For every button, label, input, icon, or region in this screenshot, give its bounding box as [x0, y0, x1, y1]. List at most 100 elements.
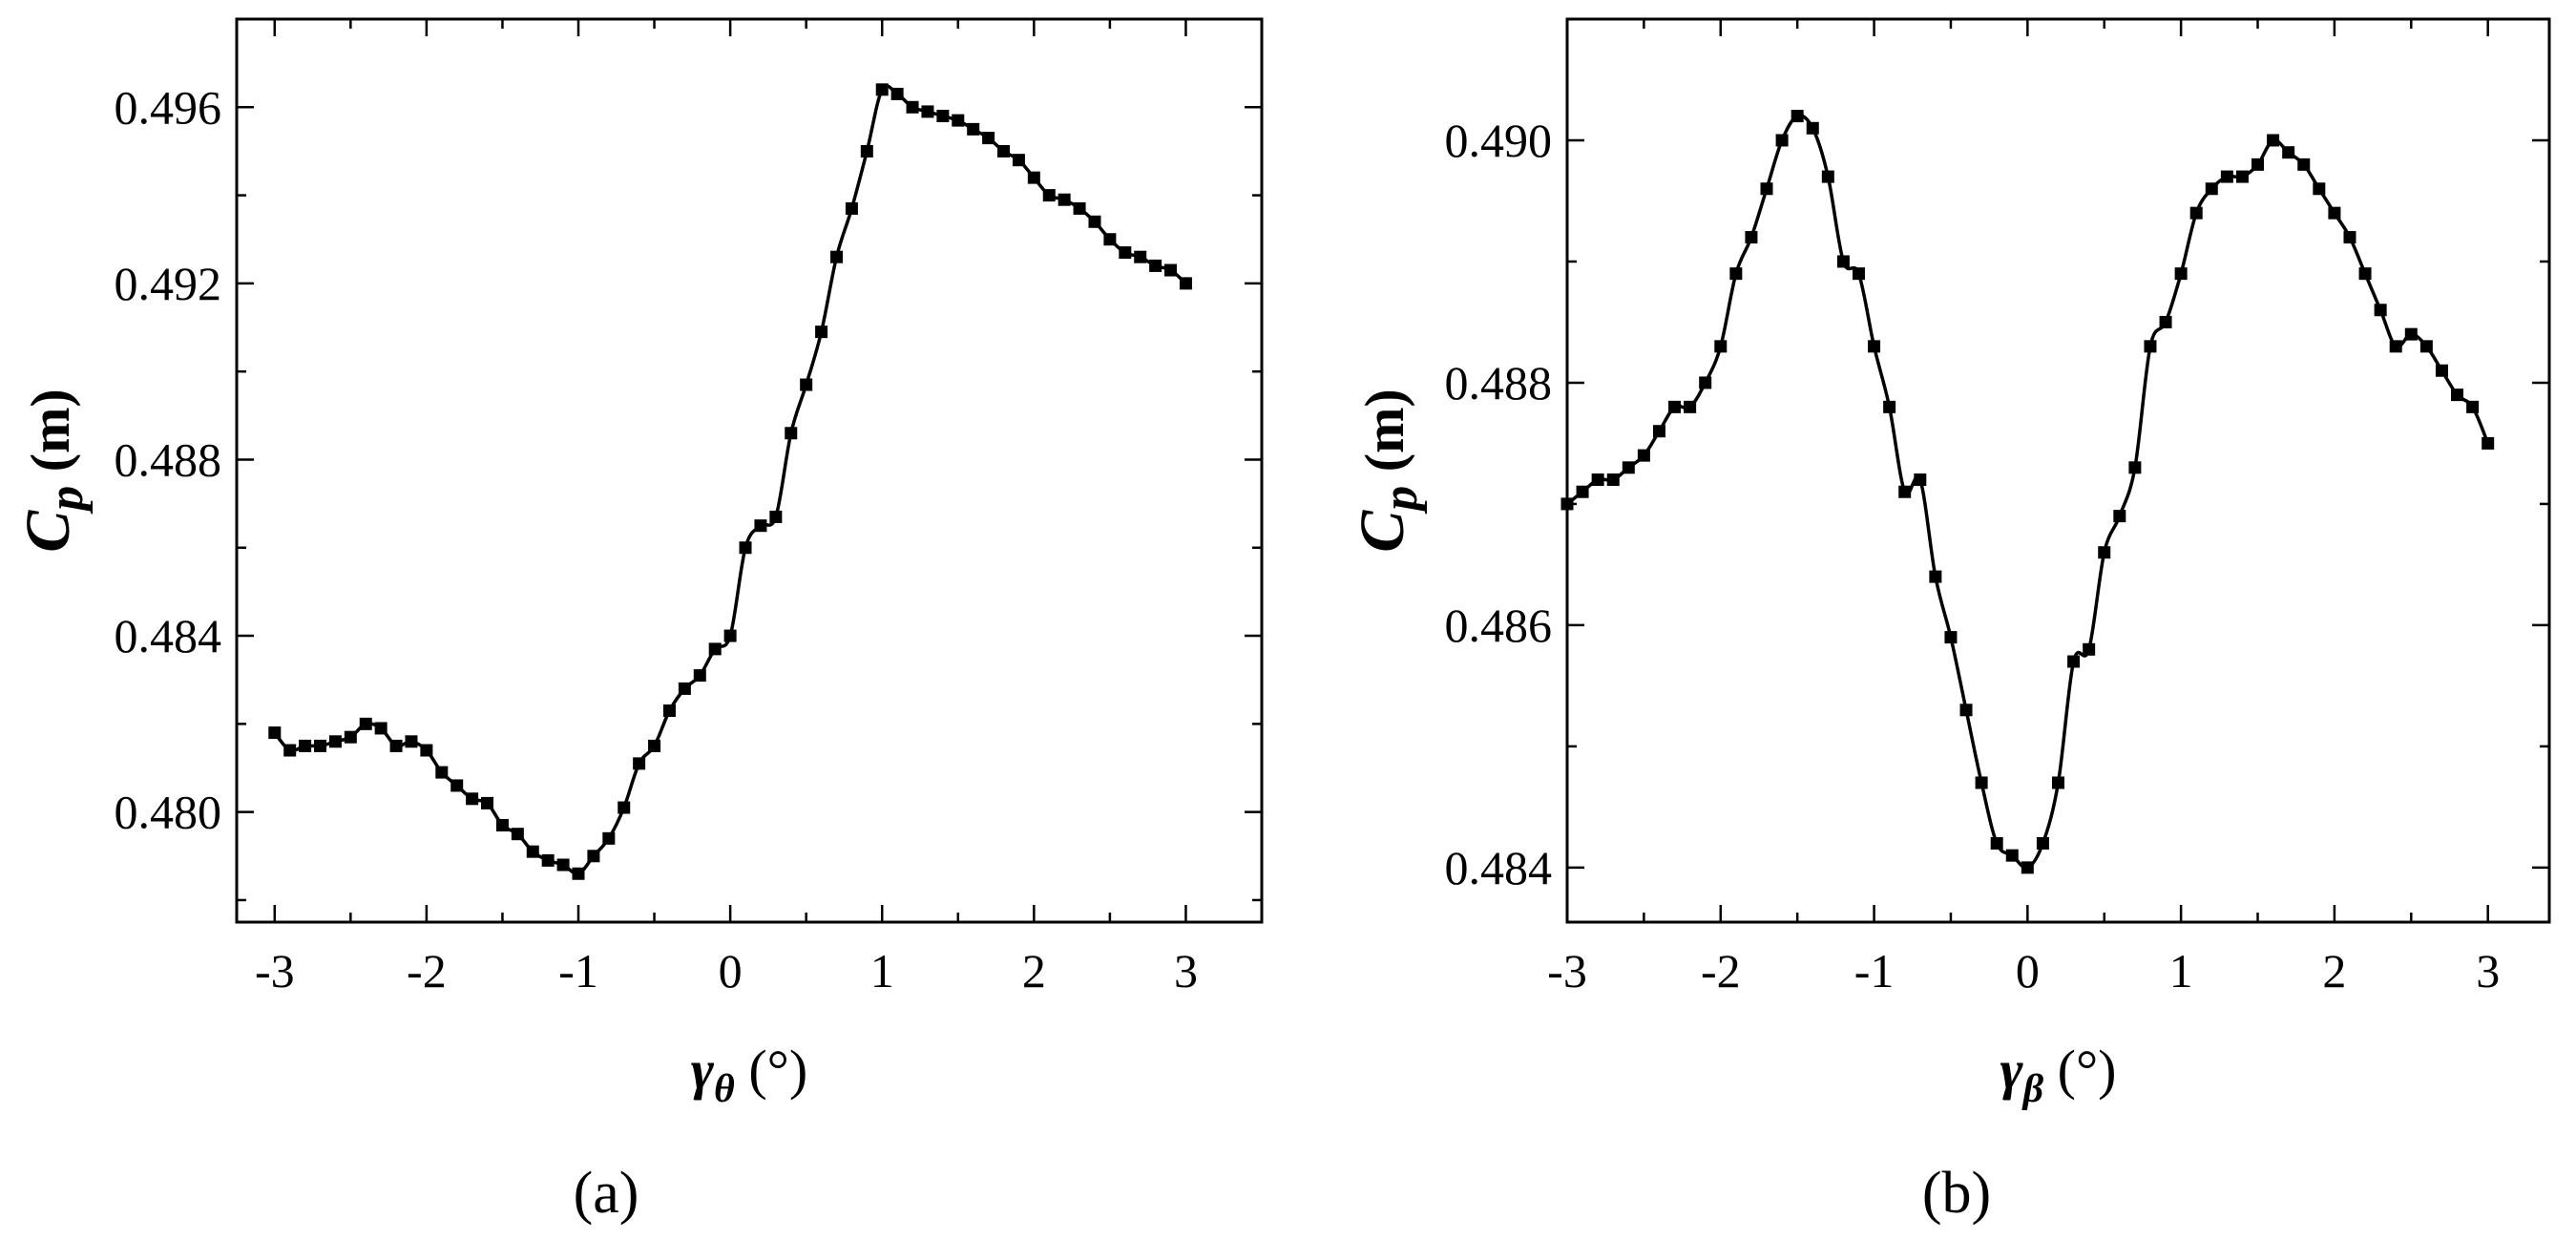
panel-b-data-point — [1914, 473, 1927, 487]
panel-a-data-point — [328, 735, 342, 748]
panel-a-data-point — [952, 114, 965, 127]
panel-b-data-point — [1606, 473, 1620, 487]
panel-b-data-point — [2451, 389, 2464, 402]
panel-b-data-point — [2419, 340, 2433, 353]
panel-a-data-point — [481, 796, 494, 809]
panel-a-data-point — [678, 682, 691, 695]
panel-a-data-point — [466, 792, 479, 806]
panel-b-x-axis-unit: (°) — [2043, 1039, 2116, 1101]
panel-a-x-axis-unit: (°) — [735, 1039, 807, 1101]
panel-a-data-point — [829, 250, 843, 263]
panel-a-data-point — [754, 519, 767, 533]
panel-a-data-point — [314, 739, 327, 752]
panel-a-y-tick-label: 0.484 — [115, 609, 222, 662]
panel-a-data-point — [511, 828, 524, 841]
panel-a-data-point — [1073, 201, 1086, 215]
panel-b-data-point — [2005, 849, 2019, 862]
panel-b-series-line — [1565, 114, 2490, 870]
panel-b-data-point — [1959, 704, 1973, 717]
panel-a-data-point — [1103, 233, 1117, 246]
panel-b-plot-frame — [1565, 17, 2551, 924]
panel-b-data-point — [2113, 510, 2126, 523]
panel-b-data-point — [1836, 255, 1850, 268]
panel-a-data-point — [495, 818, 509, 831]
panel-b-data-point — [2036, 836, 2049, 850]
panel-a-x-tick-label: 3 — [1174, 944, 1198, 998]
panel-b-data-point — [1699, 376, 1712, 389]
panel-a-y-axis-title: Cp (m) — [13, 389, 94, 552]
panel-b-x-axis-subscript: β — [2021, 1067, 2044, 1111]
panel-a-data-point — [1012, 154, 1025, 167]
panel-a-data-point — [435, 766, 449, 779]
panel-a-data-point — [890, 87, 904, 100]
panel-b-data-point — [2358, 267, 2372, 281]
panel-b-data-point — [2374, 304, 2387, 317]
panel-b-data-point — [1560, 497, 1574, 511]
panel-a-data-point — [299, 739, 312, 752]
panel-a-data-point — [1164, 263, 1178, 277]
panel-b-data-point — [1975, 776, 1988, 789]
panel-a-x-tick-label: -1 — [558, 944, 598, 998]
panel-a-x-tick-label: 1 — [870, 944, 894, 998]
panel-b-data-point — [2251, 158, 2265, 171]
panel-b-y-tick-label: 0.484 — [1445, 841, 1553, 894]
panel-a-data-point — [374, 722, 387, 735]
panel-a-data-point — [1179, 277, 1192, 290]
panel-a-data-point — [268, 726, 282, 740]
panel-a-y-axis-symbol: C — [13, 510, 83, 553]
panel-a-data-point — [283, 744, 297, 757]
panel-b-data-point — [1775, 134, 1789, 147]
panel-a-data-point — [1058, 193, 1071, 206]
panel-b-data-point — [2174, 267, 2188, 281]
panel-a-series-line — [273, 84, 1187, 876]
panel-b-x-axis-title: γβ (°) — [2000, 1039, 2117, 1111]
panel-a-data-point — [359, 717, 372, 730]
panel-a-x-tick-label: 0 — [719, 944, 743, 998]
panel-b-data-point — [1944, 631, 1958, 644]
panel-b-data-point — [2466, 400, 2480, 413]
panel-b-data-point — [2159, 315, 2172, 328]
panel-b-data-point — [2220, 170, 2233, 183]
panel-b-data-point — [1760, 182, 1773, 196]
panel-b-data-point — [2404, 327, 2418, 341]
panel-a-data-point — [572, 867, 585, 880]
panel-b-data-point — [2297, 158, 2311, 171]
panel-a-y-tick-label: 0.496 — [115, 80, 222, 134]
panel-b-data-point — [2205, 182, 2218, 196]
panel-a-x-tick-label: -2 — [407, 944, 447, 998]
panel-a-x-axis-subscript: θ — [714, 1067, 735, 1111]
panel-a-x-axis-symbol: γ — [691, 1039, 715, 1101]
panel-a-data-point — [708, 642, 722, 656]
panel-a-data-point — [769, 510, 783, 523]
panel-b-data-point — [2144, 340, 2157, 353]
panel-b-y-axis-title: Cp (m) — [1348, 389, 1428, 552]
panel-b-data-point — [2282, 146, 2295, 159]
panel-b-panel-label: (b) — [1922, 1161, 1991, 1226]
panel-a-data-point — [921, 105, 934, 118]
panel-a-x-axis-title: γθ (°) — [691, 1039, 807, 1111]
panel-a-data-point — [648, 739, 661, 752]
panel-a-data-point — [800, 378, 813, 391]
panel-a-data-point — [405, 735, 418, 748]
panel-a-data-point — [785, 427, 798, 440]
panel-b-data-point — [1990, 836, 2003, 850]
panel-a-panel-label: (a) — [574, 1161, 639, 1226]
panel-b-data-point — [2021, 861, 2034, 874]
panel-a-data-point — [693, 669, 706, 683]
panel-b-data-point — [2083, 642, 2096, 656]
panel-a-data-point — [1119, 246, 1132, 260]
panel-a-data-point — [602, 831, 616, 845]
panel-a-data-point — [739, 541, 752, 555]
panel-b-x-tick-label: 0 — [2016, 944, 2040, 998]
panel-b-y-tick-label: 0.486 — [1445, 599, 1553, 652]
panel-a-y-tick-label: 0.480 — [115, 786, 222, 839]
panel-a-y-axis-subscript: p — [39, 486, 94, 515]
panel-a-x-tick-label: 2 — [1022, 944, 1046, 998]
panel-a-data-point — [1027, 171, 1040, 184]
panel-b-data-point — [1852, 267, 1865, 281]
panel-a-y-tick-label: 0.488 — [115, 432, 222, 486]
panel-b-y-axis-subscript: p — [1373, 486, 1428, 515]
panel-b-x-tick-label: 1 — [2169, 944, 2193, 998]
panel-b-y-axis-unit: (m) — [1353, 389, 1415, 485]
